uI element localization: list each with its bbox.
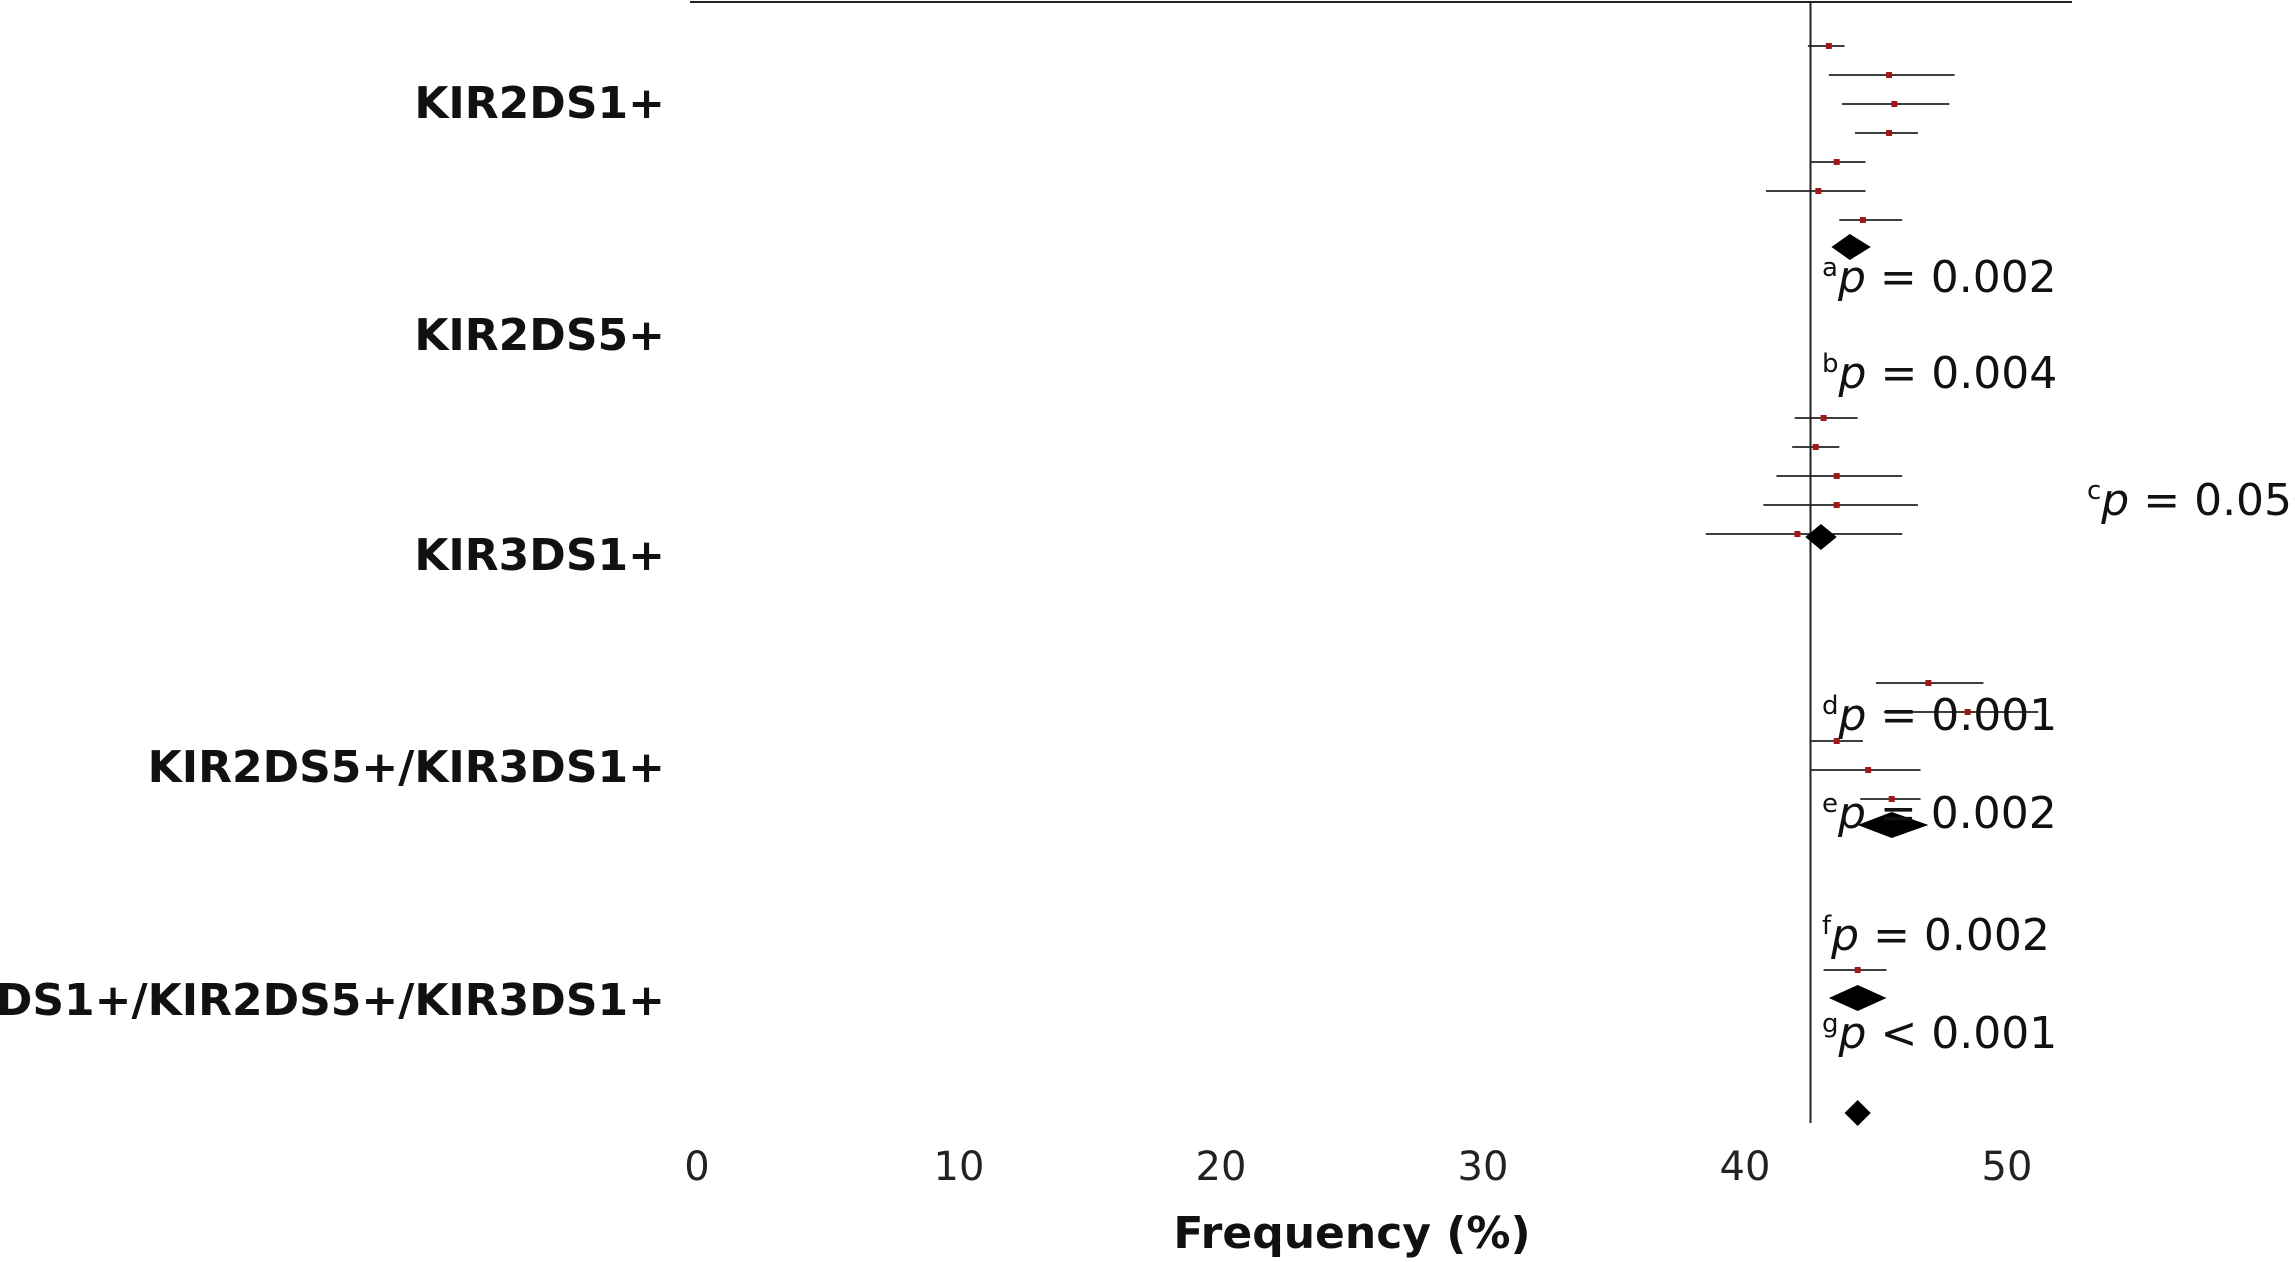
x-tick-label: 20 xyxy=(1196,1144,1247,1190)
point-estimate xyxy=(1794,531,1801,537)
point-estimate xyxy=(1815,188,1822,194)
point-estimate xyxy=(1825,43,1832,49)
point-estimate xyxy=(1812,444,1819,450)
x-tick-label: 0 xyxy=(684,1144,709,1190)
p-value-annotation: ap = 0.002 xyxy=(1822,252,2057,303)
point-estimate xyxy=(1964,709,1971,715)
p-value-annotation: fp = 0.002 xyxy=(1822,910,2050,961)
point-estimate xyxy=(1833,502,1840,508)
p-value-annotation: bp = 0.004 xyxy=(1822,348,2057,399)
pooled-diamond xyxy=(1831,234,1871,260)
point-estimate xyxy=(1859,217,1866,223)
point-estimate xyxy=(1833,159,1840,165)
point-estimate xyxy=(1886,72,1893,78)
axis-layer: 0 10 20 30 40 50 xyxy=(684,1,2072,1190)
group-label: KIR2DS5+ xyxy=(414,310,665,361)
point-estimate xyxy=(1833,473,1840,479)
group-label: KIR2DS5+/KIR3DS1+ xyxy=(148,742,665,793)
x-tick-label: 50 xyxy=(1982,1144,2033,1190)
group-label: KIR2DS1+ xyxy=(414,78,665,129)
x-axis-title: Frequency (%) xyxy=(1173,1208,1530,1259)
p-value-annotation: ep = 0.002 xyxy=(1822,788,2057,839)
point-estimate xyxy=(1925,680,1932,686)
group-label: KIR2DS1+/KIR2DS5+/KIR3DS1+ xyxy=(0,975,665,1026)
point-estimate xyxy=(1888,796,1895,802)
group-label: KIR3DS1+ xyxy=(414,530,665,581)
point-estimate xyxy=(1891,101,1898,107)
p-value-annotation: cp = 0.050 xyxy=(2087,475,2295,526)
point-estimate xyxy=(1854,967,1861,973)
x-tick-label: 10 xyxy=(934,1144,985,1190)
x-tick-label: 40 xyxy=(1720,1144,1771,1190)
labels-layer: KIR2DS1+ KIR2DS5+ KIR3DS1+ KIR2DS5+/KIR3DS1… xyxy=(0,78,2295,1059)
p-value-annotation: gp < 0.001 xyxy=(1822,1008,2057,1059)
pooled-diamond xyxy=(1844,1100,1871,1126)
point-estimate xyxy=(1865,767,1872,773)
point-estimate xyxy=(1820,415,1827,421)
point-estimate xyxy=(1833,738,1840,744)
pooled-diamond xyxy=(1805,524,1837,550)
pooled-diamond xyxy=(1828,985,1887,1011)
p-value-annotation: dp = 0.001 xyxy=(1822,690,2057,741)
pooled-diamond xyxy=(1857,812,1929,838)
marks-layer xyxy=(1705,43,2039,1126)
x-tick-label: 30 xyxy=(1458,1144,1509,1190)
point-estimate xyxy=(1886,130,1893,136)
